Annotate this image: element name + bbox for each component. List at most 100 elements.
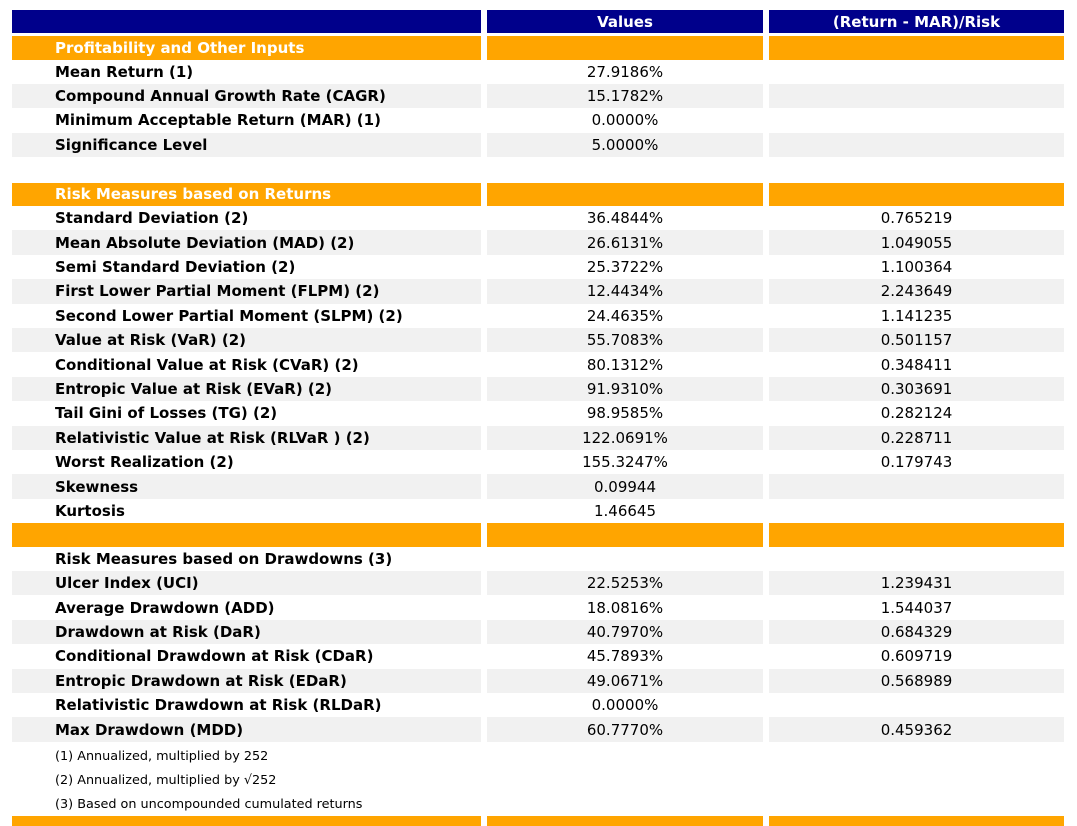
metric-ratio [769, 83, 1064, 109]
metric-label: Semi Standard Deviation (2) [55, 258, 296, 277]
metric-value: 18.0816% [586, 598, 664, 617]
table-row: Worst Realization (2) 155.3247% 0.179743 [12, 450, 1064, 474]
table-row: Max Drawdown (MDD) 60.7770% 0.459362 [12, 717, 1064, 742]
table-row: Conditional Drawdown at Risk (CDaR) 45.78… [12, 644, 1064, 668]
metric-value: 155.3247% [582, 453, 668, 472]
metric-value: 26.6131% [487, 230, 763, 255]
footnote: (1) Annualized, multiplied by 252 [55, 749, 269, 765]
metric-label: Conditional Value at Risk (CVaR) (2) [55, 355, 359, 374]
table-header-row: Values (Return - MAR)/Risk [12, 10, 1064, 33]
section-band-segment [487, 523, 763, 547]
section-band-row [12, 523, 1064, 547]
metric-ratio: 0.303691 [769, 376, 1064, 402]
metric-label: Worst Realization (2) [55, 453, 234, 472]
metric-value: 40.7970% [487, 619, 763, 645]
metric-value: 5.0000% [487, 132, 763, 158]
metric-label: Max Drawdown (MDD) [12, 717, 481, 742]
metric-value: 98.9585% [586, 404, 664, 423]
metric-value: 25.3722% [586, 258, 664, 277]
table-row: Second Lower Partial Moment (SLPM) (2) 24… [12, 304, 1064, 328]
table-row: Minimum Acceptable Return (MAR) (1) 0.000… [12, 108, 1064, 132]
metric-label: Ulcer Index (UCI) [12, 571, 481, 596]
bottom-section-band [12, 816, 1064, 826]
metric-value: 0.0000% [591, 696, 659, 715]
table-row: Skewness 0.09944 [12, 474, 1064, 499]
metric-label: Tail Gini of Losses (TG) (2) [55, 404, 278, 423]
metric-value: 36.4844% [586, 209, 664, 228]
metric-label: Relativistic Value at Risk (RLVaR ) (2) [12, 425, 481, 450]
footnote: (2) Annualized, multiplied by √252 [55, 773, 277, 789]
section-band-title: Profitability and Other Inputs [12, 36, 481, 60]
table-row: Entropic Drawdown at Risk (EDaR) 49.0671%… [12, 668, 1064, 693]
metric-label: Entropic Value at Risk (EVaR) (2) [12, 376, 481, 402]
header-values-cell: Values [487, 10, 763, 33]
metric-ratio: 1.544037 [880, 598, 953, 617]
metric-ratio: 0.501157 [769, 328, 1064, 353]
table-row: Entropic Value at Risk (EVaR) (2) 91.9310… [12, 376, 1064, 402]
table-row: Relativistic Drawdown at Risk (RLDaR) 0.0… [12, 693, 1064, 717]
metric-ratio [769, 108, 1064, 132]
metric-ratio: 0.568989 [769, 668, 1064, 693]
metric-ratio [769, 499, 1064, 523]
bottom-band-segment [487, 816, 763, 826]
table-row: Average Drawdown (ADD) 18.0816% 1.544037 [12, 595, 1064, 619]
section-band-segment [769, 36, 1064, 60]
metric-value: 1.46645 [593, 501, 657, 520]
table-row: First Lower Partial Moment (FLPM) (2) 12.… [12, 279, 1064, 304]
metric-label: Significance Level [12, 132, 481, 158]
metric-label: Drawdown at Risk (DaR) [12, 619, 481, 645]
metric-ratio: 2.243649 [769, 279, 1064, 304]
metric-value: 0.09944 [487, 474, 763, 499]
metric-ratio: 0.179743 [880, 453, 953, 472]
metric-value: 49.0671% [487, 668, 763, 693]
table-body: Profitability and Other Inputs Mean Retur… [12, 36, 1064, 742]
metric-value: 15.1782% [487, 83, 763, 109]
header-ratio-cell: (Return - MAR)/Risk [769, 10, 1064, 33]
section-band-segment [769, 182, 1064, 207]
metric-value: 24.4635% [586, 306, 664, 325]
section-spacer [12, 157, 1064, 183]
metric-ratio [769, 693, 1064, 717]
metric-value [487, 547, 763, 571]
metric-label: Minimum Acceptable Return (MAR) (1) [55, 111, 381, 130]
bottom-band-segment [12, 816, 481, 826]
table-row: Drawdown at Risk (DaR) 40.7970% 0.684329 [12, 619, 1064, 645]
metric-value: 0.0000% [591, 111, 659, 130]
metric-ratio [769, 60, 1064, 84]
metric-value: 80.1312% [586, 355, 664, 374]
metric-label: Relativistic Drawdown at Risk (RLDaR) [55, 696, 382, 715]
table-row: Kurtosis 1.46645 [12, 499, 1064, 523]
metric-ratio: 1.100364 [880, 258, 953, 277]
table-row: Risk Measures based on Drawdowns (3) [12, 547, 1064, 571]
footnotes: (1) Annualized, multiplied by 252 (2) Ann… [12, 745, 1064, 817]
metric-ratio: 0.765219 [880, 209, 953, 228]
metric-ratio [769, 474, 1064, 499]
metric-ratio: 0.282124 [880, 404, 953, 423]
metric-ratio [769, 547, 1064, 571]
metric-label: Risk Measures based on Drawdowns (3) [55, 549, 393, 568]
metric-ratio: 0.684329 [769, 619, 1064, 645]
metric-ratio: 0.609719 [880, 647, 953, 666]
section-band-row: Profitability and Other Inputs [12, 36, 1064, 60]
metric-value: 27.9186% [586, 62, 664, 81]
metric-label: Average Drawdown (ADD) [55, 598, 275, 617]
section-band-segment [487, 36, 763, 60]
table-row: Semi Standard Deviation (2) 25.3722% 1.100… [12, 255, 1064, 279]
metric-value: 55.7083% [487, 328, 763, 353]
metric-ratio: 0.459362 [769, 717, 1064, 742]
metric-ratio [769, 132, 1064, 158]
section-band-title [12, 523, 481, 547]
metric-label: Skewness [12, 474, 481, 499]
metric-label: Conditional Drawdown at Risk (CDaR) [55, 647, 374, 666]
metric-value: 45.7893% [586, 647, 664, 666]
footnote: (3) Based on uncompounded cumulated retu… [55, 797, 363, 813]
table-row: Compound Annual Growth Rate (CAGR) 15.178… [12, 83, 1064, 109]
metric-ratio: 0.228711 [769, 425, 1064, 450]
table-row: Conditional Value at Risk (CVaR) (2) 80.1… [12, 352, 1064, 376]
section-band-title: Risk Measures based on Returns [12, 182, 481, 207]
table-row: Standard Deviation (2) 36.4844% 0.765219 [12, 206, 1064, 230]
metric-value: 22.5253% [487, 571, 763, 596]
table-row: Value at Risk (VaR) (2) 55.7083% 0.501157 [12, 328, 1064, 353]
metric-ratio: 1.141235 [880, 306, 953, 325]
